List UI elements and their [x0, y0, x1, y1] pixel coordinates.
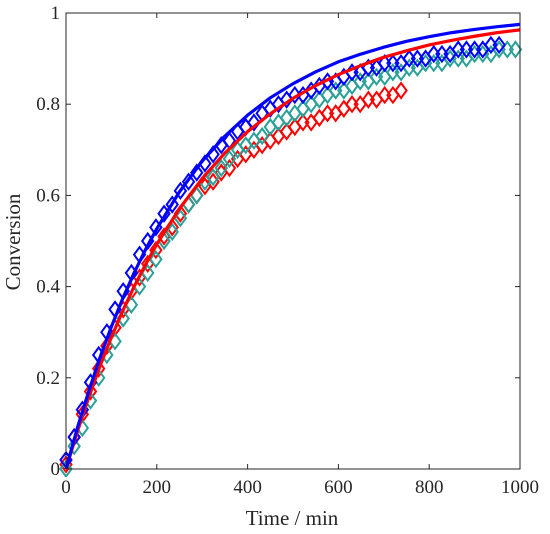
data-point-marker [394, 81, 408, 100]
x-tick-label: 400 [233, 477, 262, 498]
data-point-marker [492, 35, 506, 55]
data-point-marker [149, 240, 163, 260]
y-tick-label: 0 [51, 459, 61, 480]
data-point-marker [149, 250, 163, 269]
data-point-marker [165, 222, 179, 242]
data-point-marker [59, 459, 73, 477]
data-point-marker [173, 181, 188, 201]
plot-area [59, 22, 523, 477]
x-tick-label: 200 [143, 477, 172, 498]
x-tick-label: 600 [324, 477, 353, 498]
axes-frame [65, 12, 521, 470]
data-point-marker [255, 126, 269, 146]
data-point-marker [508, 40, 523, 59]
y-tick-label: 0.6 [36, 185, 60, 206]
y-tick-label: 0.8 [36, 94, 60, 115]
marker-series-4 [59, 40, 523, 477]
x-tick-label: 1000 [501, 477, 539, 498]
data-point-marker [181, 172, 196, 191]
data-point-marker [165, 195, 179, 214]
data-point-marker [190, 163, 204, 182]
fit-line-series-1 [64, 28, 521, 470]
axes: 0 200 400 600 800 1000 0 0.2 0.4 0.6 0.8 1 [36, 3, 539, 498]
fit-line-series-2 [64, 22, 521, 470]
x-tick-label: 800 [415, 477, 444, 498]
x-axis-title: Time / min [246, 506, 339, 530]
x-tick-label: 0 [61, 477, 71, 498]
data-point-marker [83, 382, 98, 401]
y-tick-label: 0.2 [36, 368, 60, 389]
data-point-marker [247, 113, 261, 132]
y-axis-title: Conversion [1, 193, 25, 290]
data-point-marker [91, 359, 106, 378]
marker-series-5 [59, 35, 506, 470]
data-point-marker [214, 158, 229, 178]
data-point-marker [222, 149, 237, 169]
data-point-marker [67, 437, 81, 456]
data-point-marker [206, 167, 220, 187]
y-tick-label: 1 [51, 3, 61, 24]
y-tick-label: 0.4 [36, 277, 60, 298]
